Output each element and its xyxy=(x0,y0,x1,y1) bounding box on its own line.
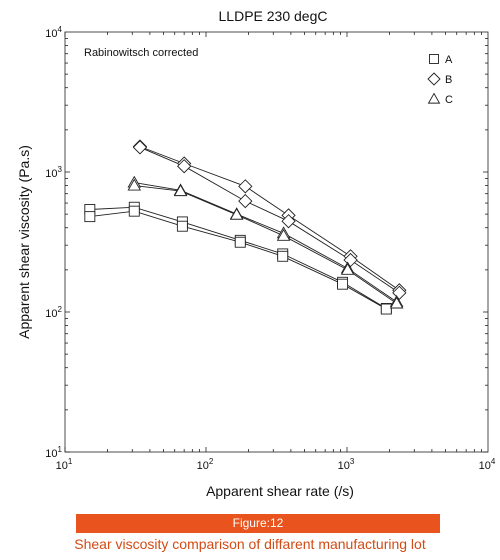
series-line-C xyxy=(134,182,397,303)
y-tick-label: 103 xyxy=(45,165,62,180)
figure-caption: Shear viscosity comparison of diffarent … xyxy=(74,536,426,552)
data-point-B xyxy=(132,140,148,155)
plot-frame xyxy=(64,31,489,453)
rabinowitsch-annotation: Rabinowitsch corrected xyxy=(84,47,198,59)
chart-title: LLDPE 230 degC xyxy=(219,8,328,24)
figure-label: Figure:12 xyxy=(76,514,440,533)
y-tick-label: 101 xyxy=(45,445,62,460)
y-axis-label: Apparent shear viscosity (Pa.s) xyxy=(16,145,32,339)
legend-label-B: B xyxy=(445,74,452,86)
series-line-C xyxy=(134,185,397,304)
legend: ABC xyxy=(427,54,453,106)
legend-label-C: C xyxy=(445,94,453,106)
y-tick-label: 102 xyxy=(45,305,62,320)
data-point-C xyxy=(229,207,244,220)
series-line-A xyxy=(89,210,387,310)
y-tick-label: 104 xyxy=(45,25,62,40)
data-point-A xyxy=(337,278,349,290)
series-line-B xyxy=(139,146,400,291)
data-point-C xyxy=(276,228,291,241)
data-point-A xyxy=(84,211,96,223)
x-tick-label: 102 xyxy=(197,457,214,472)
data-point-A xyxy=(277,250,289,262)
legend-marker-B xyxy=(427,72,441,86)
data-point-C xyxy=(173,184,188,197)
series-line-A xyxy=(89,206,387,309)
x-tick-label: 101 xyxy=(56,457,73,472)
series-line-B xyxy=(139,146,400,294)
series-lines xyxy=(89,146,400,310)
x-axis-label: Apparent shear rate (/s) xyxy=(206,483,354,499)
legend-marker-C xyxy=(427,92,441,104)
data-point-C xyxy=(389,296,404,309)
data-point-A xyxy=(176,220,188,232)
data-point-A xyxy=(380,303,392,315)
legend-marker-A xyxy=(429,54,439,64)
axis-ticks: 101 102 103 104 101 102 103 104 xyxy=(45,25,496,472)
data-point-C xyxy=(340,262,355,275)
x-tick-label: 103 xyxy=(338,457,355,472)
legend-label-A: A xyxy=(445,54,453,66)
data-point-A xyxy=(128,205,140,217)
data-point-B xyxy=(281,214,296,229)
data-point-C xyxy=(127,178,142,191)
data-point-B xyxy=(238,179,253,194)
data-point-B xyxy=(177,159,192,174)
viscosity-chart: LLDPE 230 degC Rabinowitsch corrected Ap… xyxy=(16,8,496,499)
data-point-A xyxy=(234,236,246,248)
x-tick-label: 104 xyxy=(479,457,496,472)
series-markers xyxy=(84,139,407,315)
data-point-B xyxy=(238,193,253,209)
